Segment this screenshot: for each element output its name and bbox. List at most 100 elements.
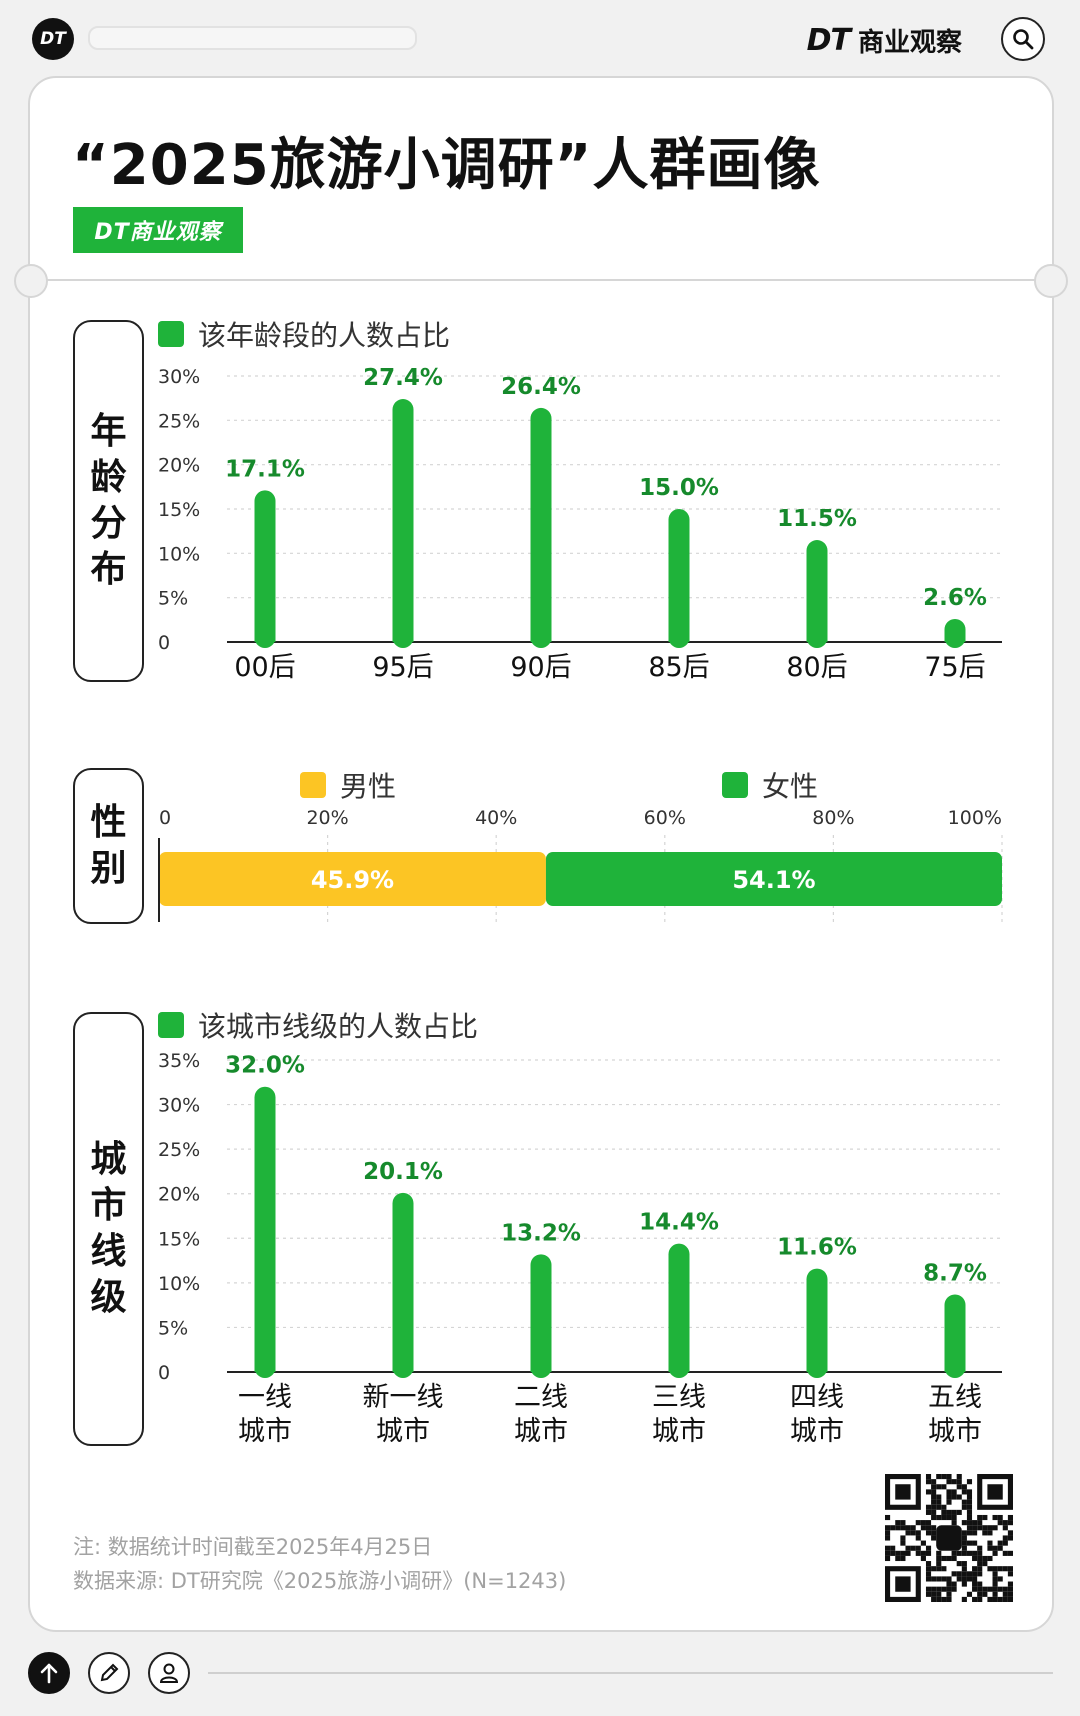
bar bbox=[254, 1086, 276, 1378]
qr-module bbox=[956, 1576, 962, 1582]
qr-module bbox=[956, 1474, 962, 1480]
dt-logo[interactable]: DT bbox=[32, 18, 74, 60]
y-tick-label: 0 bbox=[158, 632, 170, 654]
legend-age-label: 该年龄段的人数占比 bbox=[198, 319, 451, 352]
qr-module bbox=[972, 1566, 978, 1572]
qr-finder-core bbox=[895, 1484, 911, 1500]
legend-male-label: 男性 bbox=[340, 770, 397, 803]
qr-module bbox=[931, 1596, 937, 1602]
brand-name: 商业观察 bbox=[857, 28, 962, 58]
qr-module bbox=[977, 1586, 983, 1592]
legend-swatch-yellow bbox=[300, 772, 326, 798]
x-tick-label: 00后 bbox=[234, 652, 295, 683]
qr-module bbox=[936, 1499, 942, 1505]
x-tick-label: 新一线 bbox=[363, 1382, 444, 1413]
qr-module bbox=[951, 1494, 957, 1500]
qr-module bbox=[936, 1555, 942, 1562]
qr-module bbox=[946, 1586, 952, 1592]
x-tick-label: 40% bbox=[475, 807, 517, 829]
qr-module bbox=[961, 1520, 967, 1526]
qr-module bbox=[966, 1571, 973, 1577]
qr-module bbox=[982, 1530, 988, 1536]
bar-base bbox=[254, 634, 276, 642]
qr-center-logo bbox=[936, 1525, 962, 1551]
qr-module bbox=[992, 1545, 998, 1551]
legend-swatch-green bbox=[158, 1012, 184, 1038]
qr-module bbox=[997, 1576, 1003, 1582]
qr-module bbox=[956, 1484, 962, 1490]
x-tick-label: 20% bbox=[306, 807, 348, 829]
legend-city: 该城市线级的人数占比 bbox=[158, 1005, 478, 1045]
qr-module bbox=[925, 1504, 932, 1510]
side-label-char: 分 bbox=[90, 503, 127, 544]
side-label-char: 布 bbox=[90, 549, 127, 591]
qr-module bbox=[1007, 1530, 1013, 1536]
qr-module bbox=[931, 1535, 937, 1541]
qr-module bbox=[987, 1566, 993, 1572]
qr-module bbox=[1002, 1525, 1008, 1531]
qr-module bbox=[951, 1555, 957, 1562]
qr-module bbox=[925, 1530, 932, 1536]
y-tick-label: 20% bbox=[158, 1184, 200, 1206]
side-label-city: 城市线级 bbox=[73, 1012, 144, 1446]
qr-module bbox=[936, 1494, 942, 1500]
arrow-up-icon[interactable] bbox=[28, 1652, 70, 1694]
y-tick-label: 15% bbox=[158, 1228, 200, 1250]
qr-module bbox=[885, 1530, 891, 1536]
qr-module bbox=[972, 1530, 978, 1536]
qr-module bbox=[951, 1586, 957, 1592]
qr-module bbox=[931, 1566, 937, 1572]
qr-module bbox=[992, 1550, 998, 1556]
qr-module bbox=[992, 1525, 998, 1531]
x-tick-label: 0 bbox=[159, 807, 171, 829]
qr-module bbox=[956, 1509, 962, 1515]
qr-module bbox=[915, 1530, 921, 1536]
bar bbox=[944, 1294, 966, 1378]
qr-module bbox=[900, 1535, 906, 1541]
qr-module bbox=[961, 1504, 967, 1510]
qr-finder-core bbox=[987, 1484, 1003, 1500]
qr-module bbox=[931, 1494, 937, 1500]
pencil-icon[interactable] bbox=[88, 1652, 130, 1694]
x-tick-label: 城市 bbox=[790, 1416, 844, 1447]
qr-module bbox=[961, 1540, 967, 1546]
qr-module bbox=[1002, 1591, 1008, 1597]
qr-module bbox=[905, 1525, 911, 1531]
qr-module bbox=[982, 1561, 988, 1567]
bar bbox=[530, 407, 552, 648]
search-icon[interactable] bbox=[1001, 17, 1045, 61]
bar bbox=[668, 509, 690, 648]
qr-module bbox=[946, 1474, 952, 1480]
qr-module bbox=[941, 1484, 947, 1490]
qr-code-icon[interactable] bbox=[885, 1474, 1013, 1602]
qr-module bbox=[925, 1550, 932, 1556]
x-tick-label: 100% bbox=[948, 807, 1002, 829]
qr-module bbox=[977, 1520, 983, 1526]
qr-module bbox=[925, 1586, 932, 1592]
qr-module bbox=[890, 1545, 896, 1551]
qr-module bbox=[946, 1479, 952, 1485]
qr-module bbox=[925, 1520, 932, 1526]
brand-header[interactable]: DT 商业观察 bbox=[807, 22, 962, 59]
y-tick-label: 30% bbox=[158, 1095, 200, 1117]
qr-module bbox=[936, 1514, 942, 1521]
qr-module bbox=[966, 1540, 973, 1546]
user-icon[interactable] bbox=[148, 1652, 190, 1694]
qr-module bbox=[951, 1514, 957, 1521]
qr-module bbox=[997, 1514, 1003, 1521]
qr-module bbox=[966, 1499, 973, 1505]
qr-module bbox=[885, 1545, 891, 1551]
bottom-divider bbox=[208, 1672, 1053, 1674]
qr-module bbox=[905, 1550, 911, 1556]
qr-module bbox=[956, 1479, 962, 1485]
side-label-char: 市 bbox=[90, 1184, 127, 1226]
qr-module bbox=[1007, 1591, 1013, 1597]
qr-module bbox=[1007, 1581, 1013, 1587]
qr-module bbox=[972, 1525, 978, 1531]
qr-module bbox=[966, 1494, 973, 1500]
qr-module bbox=[931, 1484, 937, 1490]
qr-module bbox=[1002, 1540, 1008, 1546]
bar bbox=[254, 490, 276, 648]
qr-module bbox=[905, 1545, 911, 1551]
qr-module bbox=[992, 1586, 998, 1592]
